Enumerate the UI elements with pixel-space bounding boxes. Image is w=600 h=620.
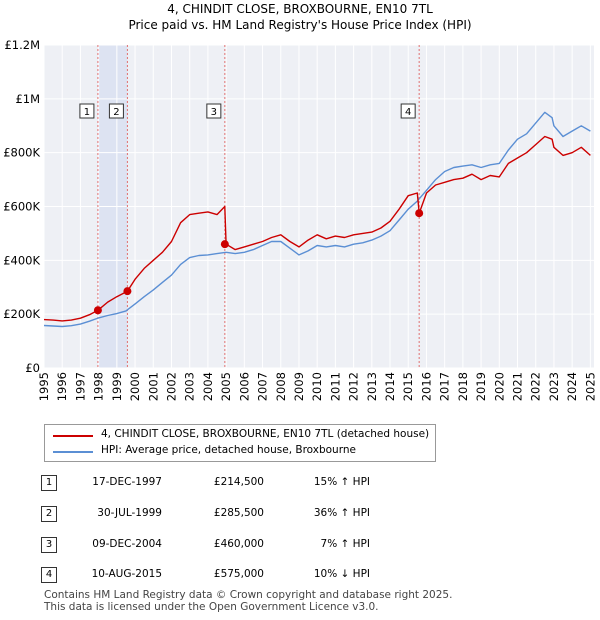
- price-chart: £0 £200K £400K £600K £800K £1M £1.2M 1995 1996 19…: [3, 38, 597, 401]
- sale-point: [123, 287, 132, 296]
- sale-marker-label: 4: [405, 107, 411, 118]
- x-tick-label: 2006: [237, 372, 251, 401]
- x-tick-label: 1995: [37, 372, 51, 401]
- sale-row: 3 09-DEC-2004 £460,000 7% ↑ HPI: [0, 537, 600, 557]
- x-tick-label: 2003: [183, 372, 197, 401]
- sale-marker-box: [79, 103, 95, 119]
- x-tick-label: 2014: [383, 372, 397, 401]
- x-tick-label: 2005: [219, 372, 233, 401]
- sale-row: 2 30-JUL-1999 £285,500 36% ↑ HPI: [0, 506, 600, 526]
- x-tick-label: 2020: [492, 372, 506, 401]
- x-tick-label: 2010: [310, 372, 324, 401]
- sale-date: 30-JUL-1999: [97, 507, 162, 519]
- chart-subtitle: Price paid vs. HM Land Registry's House …: [128, 18, 472, 32]
- x-tick-label: 2001: [146, 372, 160, 401]
- sale-point: [93, 306, 102, 315]
- y-tick-label: £200K: [3, 307, 40, 321]
- footer-copyright: Contains HM Land Registry data © Crown c…: [44, 589, 453, 601]
- sale-row: 4 10-AUG-2015 £575,000 10% ↓ HPI: [0, 567, 600, 587]
- sale-date: 17-DEC-1997: [92, 476, 162, 488]
- x-tick-label: 2021: [511, 372, 525, 401]
- x-tick-label: 2007: [256, 372, 270, 401]
- y-tick-label: £400K: [3, 253, 40, 267]
- sale-point: [220, 240, 229, 249]
- sale-hpi-diff: 7% ↑ HPI: [320, 538, 370, 550]
- x-tick-label: 2008: [274, 372, 288, 401]
- x-tick-label: 2019: [474, 372, 488, 401]
- footer: Contains HM Land Registry data © Crown c…: [44, 589, 452, 613]
- x-tick-label: 1997: [73, 372, 87, 401]
- sale-marker-label: 1: [84, 107, 90, 118]
- x-tick-label: 1999: [110, 372, 124, 401]
- x-tick-label: 2025: [583, 372, 597, 401]
- sale-price: £214,500: [213, 476, 264, 488]
- x-tick-label: 2023: [547, 372, 561, 401]
- y-tick-label: £0: [25, 361, 40, 375]
- x-tick-label: 2013: [365, 372, 379, 401]
- legend-swatch-property: [53, 435, 93, 437]
- chart-title: 4, CHINDIT CLOSE, BROXBOURNE, EN10 7TL: [167, 2, 433, 16]
- x-tick-label: 2009: [292, 372, 306, 401]
- y-tick-label: £600K: [3, 200, 40, 214]
- sale-date: 10-AUG-2015: [91, 568, 162, 580]
- sale-number: 3: [41, 537, 57, 553]
- sale-point: [415, 209, 424, 218]
- x-tick-label: 1996: [55, 372, 69, 401]
- y-tick-label: £800K: [3, 146, 40, 160]
- x-tick-label: 2015: [401, 372, 415, 401]
- sale-marker-label: 2: [113, 107, 119, 118]
- y-tick-label: £1.2M: [4, 38, 40, 52]
- x-tick-label: 2018: [456, 372, 470, 401]
- series-line: [43, 111, 591, 328]
- legend-label-property: 4, CHINDIT CLOSE, BROXBOURNE, EN10 7TL (…: [101, 428, 430, 440]
- footer-licence: This data is licensed under the Open Gov…: [44, 601, 379, 613]
- sale-number: 2: [41, 506, 57, 522]
- sale-hpi-diff: 10% ↓ HPI: [313, 568, 370, 580]
- x-tick-label: 1998: [92, 372, 106, 401]
- legend-label-hpi: HPI: Average price, detached house, Brox…: [101, 444, 356, 456]
- sale-hpi-diff: 15% ↑ HPI: [313, 476, 370, 488]
- sale-number: 4: [41, 567, 57, 583]
- x-tick-label: 2016: [419, 372, 433, 401]
- sale-hpi-diff: 36% ↑ HPI: [313, 507, 370, 519]
- sale-marker-box: [206, 103, 222, 119]
- sale-date: 09-DEC-2004: [92, 538, 162, 550]
- x-tick-label: 2002: [164, 372, 178, 401]
- sale-number: 1: [41, 475, 57, 491]
- sale-price: £460,000: [213, 538, 264, 550]
- x-tick-label: 2004: [201, 372, 215, 401]
- sale-marker-box: [400, 103, 416, 119]
- series-line: [43, 135, 591, 322]
- x-tick-label: 2011: [328, 372, 342, 401]
- x-tick-label: 2022: [529, 372, 543, 401]
- legend: 4, CHINDIT CLOSE, BROXBOURNE, EN10 7TL (…: [44, 424, 436, 462]
- legend-swatch-hpi: [53, 451, 93, 453]
- y-tick-label: £1M: [15, 92, 40, 106]
- x-tick-label: 2017: [438, 372, 452, 401]
- sale-marker-box: [108, 103, 124, 119]
- sale-price: £285,500: [213, 507, 264, 519]
- sale-row: 1 17-DEC-1997 £214,500 15% ↑ HPI: [0, 475, 600, 495]
- x-tick-label: 2012: [347, 372, 361, 401]
- x-tick-label: 2000: [128, 372, 142, 401]
- x-tick-label: 2024: [565, 372, 579, 401]
- sale-marker-label: 3: [211, 107, 217, 118]
- sale-price: £575,000: [213, 568, 264, 580]
